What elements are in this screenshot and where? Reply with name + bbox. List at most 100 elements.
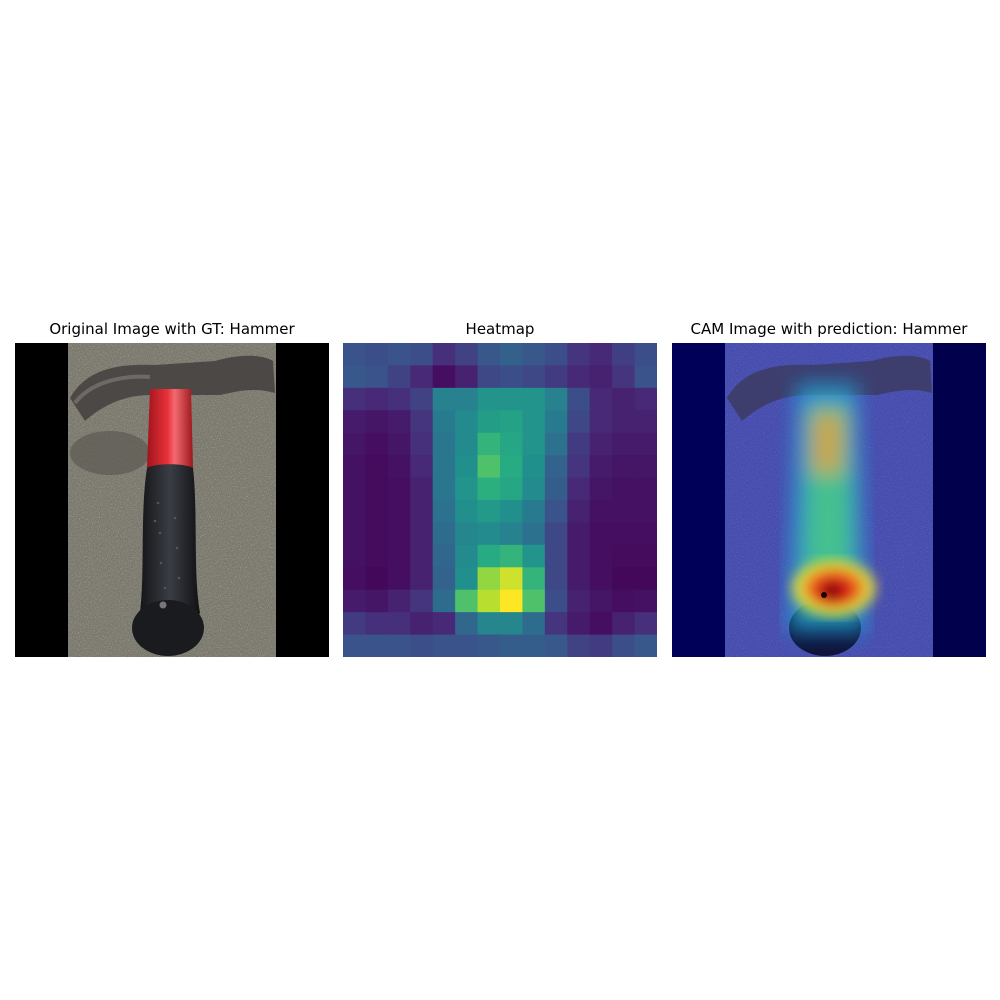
heatmap-cell bbox=[500, 365, 523, 389]
heatmap-cell bbox=[455, 589, 479, 613]
heatmap-cell bbox=[343, 589, 366, 613]
heatmap-cell bbox=[544, 387, 568, 411]
heatmap-cell bbox=[477, 410, 501, 434]
heatmap-cell bbox=[522, 500, 546, 523]
heatmap-cell bbox=[343, 500, 366, 523]
heatmap-cell bbox=[522, 477, 546, 501]
heatmap-cell bbox=[365, 634, 389, 657]
heatmap-cell bbox=[500, 567, 523, 591]
heatmap-cell bbox=[455, 455, 479, 479]
heatmap-cell bbox=[544, 432, 568, 456]
heatmap-cell bbox=[477, 455, 501, 479]
heatmap-cell bbox=[522, 544, 546, 568]
heatmap-cell bbox=[567, 634, 591, 657]
heatmap-cell bbox=[432, 589, 456, 613]
heatmap-cell bbox=[500, 410, 523, 434]
heatmap-cell bbox=[612, 567, 636, 591]
heatmap-cell bbox=[455, 432, 479, 456]
heatmap-cell bbox=[500, 589, 523, 613]
heatmap-cell bbox=[343, 634, 366, 657]
heatmap-cell bbox=[500, 387, 523, 411]
heatmap-cell bbox=[455, 544, 479, 568]
heatmap-cell bbox=[522, 612, 546, 636]
heatmap-cell bbox=[410, 432, 434, 456]
heatmap-cell bbox=[387, 410, 411, 434]
heatmap-panel bbox=[343, 343, 657, 657]
heatmap-cell bbox=[410, 522, 434, 546]
heatmap-cell bbox=[432, 410, 456, 434]
heatmap-cell bbox=[567, 567, 591, 591]
heatmap-cell bbox=[410, 500, 434, 523]
heatmap-cell bbox=[477, 567, 501, 591]
heatmap-cell bbox=[365, 477, 389, 501]
heatmap-cell bbox=[387, 455, 411, 479]
heatmap-cell bbox=[589, 634, 613, 657]
heatmap-cell bbox=[634, 387, 657, 411]
heatmap-cell bbox=[544, 589, 568, 613]
heatmap-cell bbox=[522, 343, 546, 366]
heatmap-cell bbox=[567, 477, 591, 501]
heatmap-cell bbox=[634, 522, 657, 546]
heatmap-cell bbox=[387, 343, 411, 366]
heatmap-cell bbox=[343, 432, 366, 456]
heatmap-cell bbox=[544, 410, 568, 434]
heatmap-cell bbox=[589, 544, 613, 568]
heatmap-cell bbox=[589, 410, 613, 434]
heatmap-cell bbox=[432, 432, 456, 456]
heatmap-cell bbox=[455, 387, 479, 411]
heatmap-cell bbox=[500, 343, 523, 366]
heatmap-cell bbox=[365, 544, 389, 568]
original-image bbox=[15, 343, 329, 657]
heatmap-cell bbox=[500, 432, 523, 456]
heatmap-cell bbox=[410, 477, 434, 501]
heatmap-grid bbox=[343, 343, 657, 657]
heatmap-cell bbox=[589, 567, 613, 591]
heatmap-cell bbox=[567, 522, 591, 546]
heatmap-cell bbox=[612, 544, 636, 568]
heatmap-cell bbox=[365, 432, 389, 456]
heatmap-cell bbox=[522, 522, 546, 546]
heatmap-cell bbox=[634, 589, 657, 613]
heatmap-cell bbox=[455, 477, 479, 501]
heatmap-cell bbox=[567, 365, 591, 389]
heatmap-cell bbox=[544, 477, 568, 501]
heatmap-cell bbox=[612, 589, 636, 613]
heatmap-cell bbox=[343, 455, 366, 479]
heatmap-cell bbox=[477, 522, 501, 546]
heatmap-cell bbox=[589, 477, 613, 501]
heatmap-cell bbox=[544, 612, 568, 636]
heatmap-cell bbox=[589, 432, 613, 456]
heatmap-cell bbox=[634, 455, 657, 479]
heatmap-cell bbox=[500, 477, 523, 501]
heatmap-cell bbox=[343, 410, 366, 434]
heatmap-cell bbox=[500, 634, 523, 657]
heatmap-cell bbox=[410, 567, 434, 591]
heatmap-cell bbox=[634, 500, 657, 523]
heatmap-cell bbox=[410, 634, 434, 657]
heatmap-cell bbox=[455, 343, 479, 366]
heatmap-cell bbox=[477, 343, 501, 366]
heatmap-cell bbox=[522, 365, 546, 389]
heatmap-cell bbox=[387, 567, 411, 591]
heatmap-cell bbox=[477, 387, 501, 411]
heatmap-cell bbox=[500, 612, 523, 636]
heatmap-cell bbox=[432, 567, 456, 591]
heatmap-cell bbox=[365, 612, 389, 636]
heatmap-cell bbox=[455, 365, 479, 389]
heatmap-cell bbox=[387, 634, 411, 657]
heatmap-cell bbox=[589, 612, 613, 636]
heatmap-cell bbox=[612, 432, 636, 456]
heatmap-cell bbox=[612, 455, 636, 479]
heatmap-cell bbox=[343, 387, 366, 411]
heatmap-cell bbox=[544, 567, 568, 591]
heatmap-cell bbox=[544, 365, 568, 389]
heatmap-cell bbox=[634, 544, 657, 568]
heatmap-cell bbox=[343, 522, 366, 546]
heatmap-cell bbox=[410, 589, 434, 613]
heatmap-cell bbox=[589, 522, 613, 546]
heatmap-cell bbox=[522, 567, 546, 591]
heatmap-cell bbox=[567, 612, 591, 636]
heatmap-cell bbox=[500, 522, 523, 546]
heatmap-cell bbox=[365, 387, 389, 411]
heatmap-cell bbox=[432, 500, 456, 523]
